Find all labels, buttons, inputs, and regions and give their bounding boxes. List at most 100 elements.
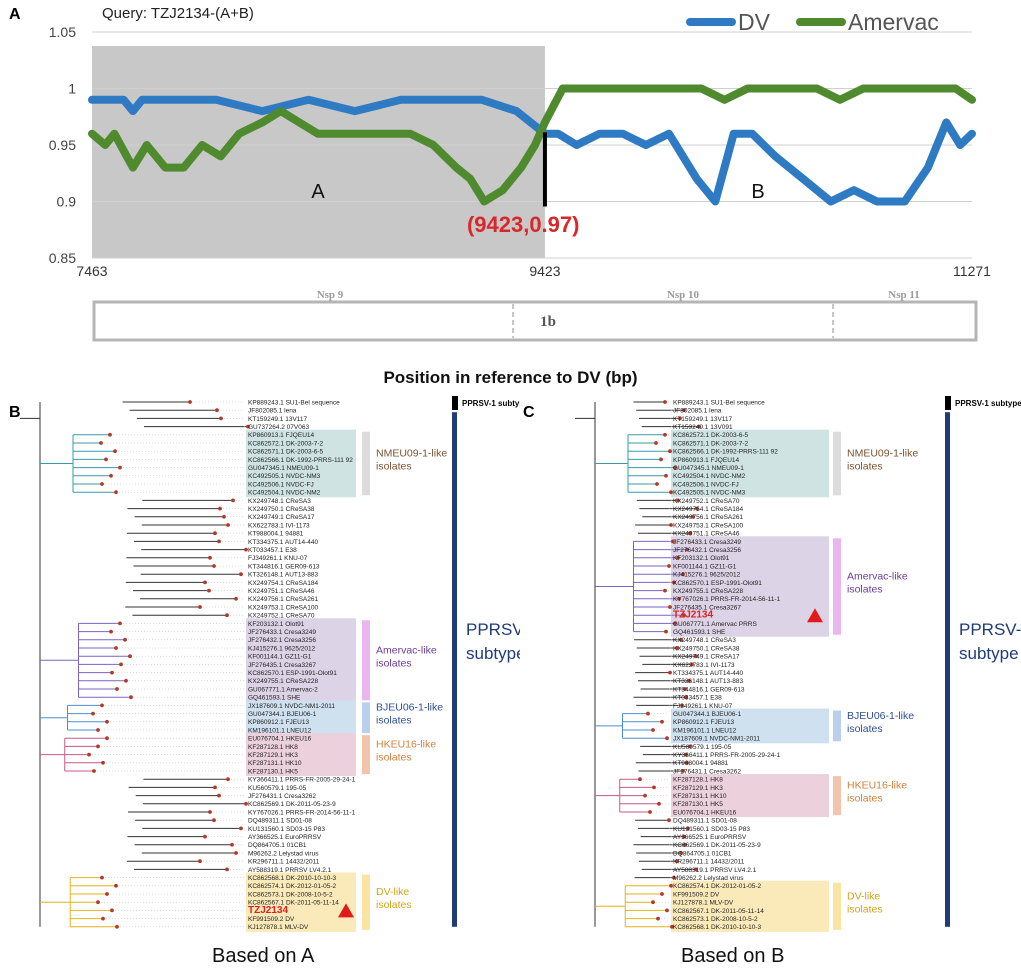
series-line-dv — [88, 95, 976, 206]
tip-dot — [663, 432, 667, 437]
group-label: isolates — [376, 715, 412, 727]
group-box — [671, 536, 829, 637]
y-tick-label: 0.9 — [57, 194, 77, 210]
tip-dot — [92, 769, 96, 773]
leaf-label: JF276431.1 Cresa3262 — [248, 793, 316, 800]
leaf-label: KC862574.1 DK-2012-01-05-2 — [248, 883, 337, 890]
tip-dot — [691, 514, 695, 519]
leaf-label: KX249749.1 CReSA17 — [248, 514, 315, 521]
tip-dot — [234, 596, 238, 601]
tip-dot — [99, 441, 103, 445]
leaf-label: KX249750.1 CReSA38 — [248, 506, 315, 513]
group-bar — [833, 776, 841, 816]
leaf-label: GU047344.1 BJEU06-1 — [248, 711, 317, 718]
leaf-label: KR296711.1 14432/2011 — [673, 859, 745, 866]
leaf-label: KJ415276.1 9625/2012 — [248, 645, 316, 652]
tip-dot — [213, 785, 217, 790]
tip-dot — [239, 572, 243, 577]
tip-dot — [684, 695, 688, 700]
leaf-label: KX249756.1 CReSA261 — [248, 596, 318, 603]
tip-dot — [682, 834, 686, 839]
leaf-label: KT033457.1 E38 — [248, 547, 297, 554]
tip-dot — [119, 662, 123, 667]
leaf-label: KC862567.1 DK-2011-05-11-14 — [248, 900, 339, 907]
tip-dot — [673, 621, 677, 626]
leaf-label: KT033457.1 E38 — [673, 695, 722, 702]
group-label: isolates — [847, 723, 883, 735]
tip-dot — [670, 924, 674, 929]
leaf-label: KF991509.2 DV — [673, 891, 720, 898]
leaf-label: JF276432.1 Cresa3256 — [673, 547, 741, 554]
leaf-label: M96262.2 Lelystad virus — [673, 875, 744, 882]
tip-dot — [694, 654, 698, 659]
y-tick-label: 1 — [68, 81, 76, 97]
leaf-label: KP860913.1 FJQEU14 — [248, 432, 315, 439]
tip-dot — [668, 449, 672, 454]
region-a-shade — [92, 46, 545, 258]
tip-dot — [108, 432, 112, 437]
tip-dot — [244, 801, 248, 806]
tip-dot — [198, 605, 202, 609]
tip-dot — [680, 703, 684, 708]
panel-label-b: B — [9, 404, 21, 421]
tip-dot — [667, 818, 671, 823]
leaf-label: KC862572.1 DK-2003-7-2 — [248, 440, 324, 447]
leaf-label: JF276435.1 Cresa3267 — [248, 662, 316, 669]
leaf-label: KT159249.1 13V117 — [248, 416, 308, 423]
group-box — [246, 733, 356, 777]
leaf-label: GU067771.1 Amervac-2 — [248, 686, 318, 693]
tip-dot — [208, 555, 212, 560]
caption-b: Based on A — [212, 945, 315, 967]
subtype3-label: PPRSV-1 subtype Ⅲ — [955, 399, 1021, 408]
group-bar — [362, 874, 370, 930]
caption-c: Based on B — [681, 945, 785, 967]
tip-dot — [118, 465, 122, 470]
tip-dot — [672, 875, 676, 880]
leaf-label: GU737264.2 07V063 — [248, 424, 309, 431]
leaf-label: KF287128.1 HK8 — [673, 777, 723, 784]
tip-dot — [203, 580, 207, 585]
tip-dot — [231, 498, 235, 503]
tip-dot — [226, 777, 230, 782]
leaf-label: KC862566.1 DK-1992-PRRS-111 92 — [673, 449, 778, 456]
leaf-label: KU131560.1 SD03-15 P83 — [248, 826, 325, 833]
subtype1-label: subtype Ⅰ — [959, 644, 1021, 663]
leaf-label: KC862571.1 DK-2003-7-2 — [673, 440, 749, 447]
leaf-label: KC492505.1 NVDC-NM3 — [248, 473, 321, 480]
leaf-label: KF203132.1 Olot91 — [248, 621, 305, 628]
leaf-label: GU047345.1 NMEU09-1 — [248, 465, 319, 472]
leaf-label: KP860912.1 FJEU13 — [248, 719, 309, 726]
query-label: TZJ2134 — [673, 610, 713, 621]
panel-label-c: C — [523, 404, 535, 421]
tip-dot — [100, 875, 104, 880]
group-box — [246, 429, 356, 498]
region-label-a: A — [311, 181, 325, 203]
leaf-label: KC862571.1 DK-2003-6-5 — [248, 449, 324, 456]
subtype1-label: PPRSV-1 — [466, 620, 520, 639]
leaf-label: GQ461593.1 SHE — [248, 695, 301, 702]
tip-dot — [96, 900, 100, 905]
leaf-label: KP889243.1 SU1-Bel sequence — [248, 399, 340, 406]
leaf-label: KC862567.1 DK-2011-05-11-14 — [673, 908, 764, 915]
leaf-label: JX187609.1 NVDC-NM1-2011 — [673, 736, 760, 743]
tip-dot — [685, 760, 689, 765]
leaf-label: KX249749.1 CReSA17 — [673, 654, 740, 661]
leaf-label: KX622783.1 IVI-1173 — [673, 662, 735, 669]
subtype3-label: PPRSV-1 subtype Ⅲ — [462, 399, 520, 408]
genome-bar: Nsp 9 Nsp 10 Nsp 11 1b — [92, 289, 978, 342]
y-tick-label: 1.05 — [49, 24, 76, 40]
tip-dot — [222, 514, 226, 519]
tip-dot — [208, 810, 212, 814]
tip-dot — [664, 629, 668, 634]
group-label: DV-like — [376, 886, 409, 898]
tip-dot — [669, 523, 673, 527]
tip-dot — [115, 687, 119, 691]
tip-dot — [218, 506, 222, 511]
tip-dot — [694, 867, 698, 872]
leaf-label: KU560579.1 195-05 — [673, 744, 732, 751]
leaf-label: AY366525.1 EuroPRRSV — [673, 834, 747, 841]
leaf-label: KC492504.1 NVDC-NM2 — [248, 490, 321, 497]
leaf-label: KT334375.1 AUT14-440 — [673, 670, 743, 677]
group-bar — [362, 702, 370, 734]
tip-dot — [679, 637, 683, 642]
